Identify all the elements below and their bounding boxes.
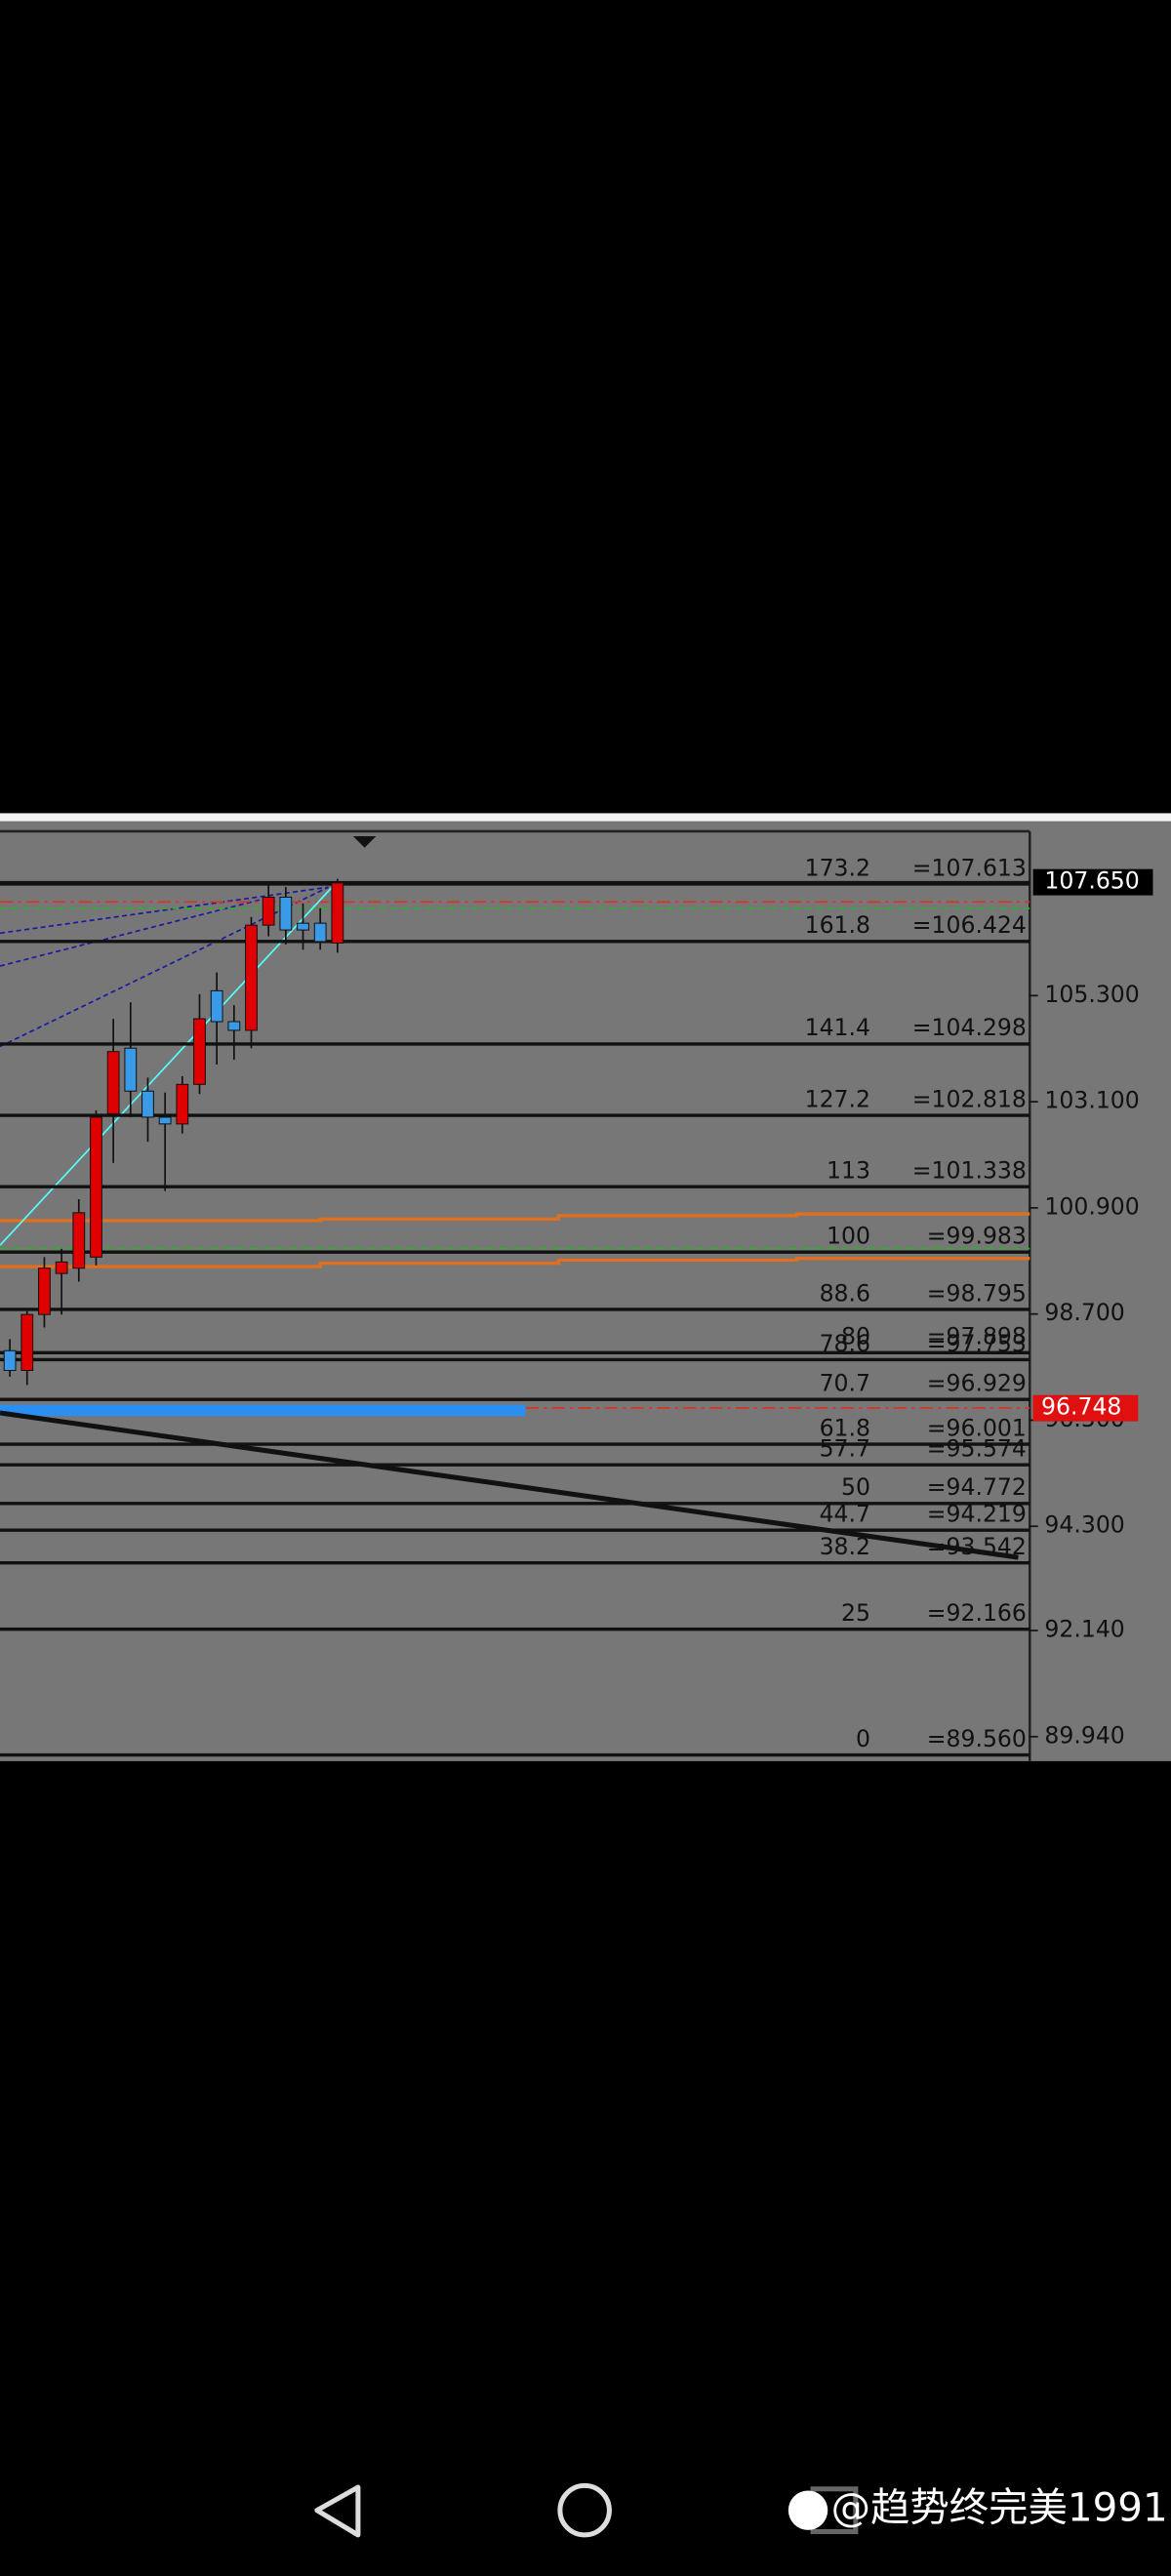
y-tick-label: 89.940 [1044, 1721, 1124, 1749]
candle-body [38, 1268, 51, 1315]
fib-price: =92.166 [927, 1599, 1027, 1627]
last-price-label: 107.650 [1044, 867, 1139, 895]
candle-body [313, 922, 327, 943]
candle-body [141, 1090, 154, 1118]
candle-body [106, 1051, 120, 1114]
trend-line [0, 1410, 1019, 1560]
fib-price: =98.795 [927, 1279, 1027, 1307]
fib-ratio: 78.6 [820, 1330, 870, 1357]
candle-body [20, 1313, 34, 1372]
fib-ratio: 25 [841, 1599, 870, 1627]
y-tick-label: 94.300 [1044, 1511, 1124, 1539]
y-tick-label: 98.700 [1044, 1299, 1124, 1326]
fib-price: =97.753 [927, 1330, 1027, 1357]
fib-price: =96.001 [927, 1414, 1027, 1441]
fib-ratio: 141.4 [805, 1014, 870, 1041]
fib-price: =96.929 [927, 1370, 1027, 1397]
fib-price: =94.772 [927, 1473, 1027, 1501]
candle-body [297, 922, 309, 931]
fib-ratio: 50 [841, 1473, 870, 1501]
last-price-box [1032, 868, 1153, 896]
fib-ratio: 173.2 [805, 854, 870, 881]
candle-body [193, 1018, 206, 1085]
candle-body [124, 1047, 138, 1092]
back-button[interactable] [314, 2484, 361, 2538]
candle-body [3, 1349, 17, 1372]
shift-marker [352, 835, 377, 848]
marker-price-label: 96.748 [1041, 1393, 1121, 1421]
fib-ratio: 88.6 [820, 1279, 870, 1307]
candle-body [55, 1261, 68, 1274]
candle-body [262, 896, 275, 926]
fib-ratio: 61.8 [820, 1414, 870, 1441]
trend-dashed [0, 886, 329, 935]
fib-ratio: 127.2 [805, 1085, 870, 1112]
candle-body [210, 989, 223, 1023]
top-strip [0, 813, 1171, 822]
candle-body [245, 924, 258, 1031]
fib-price: =89.560 [927, 1725, 1027, 1752]
fib-ratio: 44.7 [820, 1501, 870, 1528]
zone-bar [0, 1404, 526, 1417]
fib-price: =102.818 [912, 1085, 1027, 1112]
y-tick-label: 100.900 [1044, 1192, 1139, 1220]
marker-price-box [1032, 1394, 1139, 1422]
fib-ratio: 80 [841, 1323, 870, 1350]
candle-body [279, 896, 293, 931]
fib-price: =99.983 [927, 1223, 1027, 1250]
fib-price: =97.898 [927, 1323, 1027, 1350]
candle-body [227, 1021, 241, 1031]
fib-price: =94.219 [927, 1501, 1027, 1528]
fib-ratio: 38.2 [820, 1533, 870, 1560]
candle-body [158, 1116, 172, 1125]
candle-body [72, 1212, 86, 1269]
fib-price: =107.613 [912, 854, 1027, 881]
y-tick-label: 105.300 [1044, 981, 1139, 1008]
channel-line [0, 1257, 1030, 1268]
y-tick-label: 103.100 [1044, 1087, 1139, 1114]
nav-bar: @趋势终完美1991 [314, 2482, 1168, 2538]
candle-body [331, 881, 344, 944]
fib-ratio: 70.7 [820, 1370, 870, 1397]
candle-body [90, 1116, 102, 1258]
fib-ratio: 113 [827, 1157, 870, 1185]
fib-price: =101.338 [912, 1157, 1027, 1185]
fib-ratio: 100 [827, 1223, 870, 1250]
fib-ratio: 57.7 [820, 1435, 870, 1463]
channel-line [0, 1212, 1030, 1223]
home-button[interactable] [557, 2482, 612, 2538]
fib-ratio: 161.8 [805, 911, 870, 939]
plot-area [0, 821, 1171, 1761]
fib-price: =93.542 [927, 1533, 1027, 1560]
trend-dashed [0, 896, 271, 967]
fib-price: =104.298 [912, 1014, 1027, 1041]
fib-ratio: 0 [856, 1725, 870, 1752]
watermark: @趋势终完美1991 [831, 2484, 1168, 2531]
fib-price: =95.574 [927, 1435, 1027, 1463]
candle-body [176, 1083, 189, 1125]
watermark-logo [787, 2490, 828, 2530]
y-tick-label: 92.140 [1044, 1615, 1124, 1642]
fib-price: =106.424 [912, 911, 1027, 939]
